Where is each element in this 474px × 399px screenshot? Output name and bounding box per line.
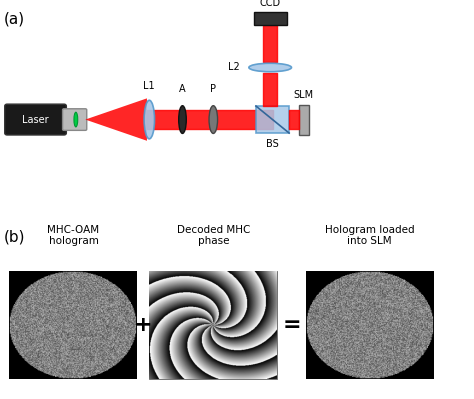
Ellipse shape — [249, 63, 292, 72]
Text: (a): (a) — [4, 12, 25, 27]
Text: BS: BS — [266, 139, 279, 149]
Text: MHC-OAM
hologram: MHC-OAM hologram — [47, 225, 100, 246]
Text: L1: L1 — [144, 81, 155, 91]
Bar — [299, 105, 309, 135]
Bar — [9, 271, 137, 379]
Text: A: A — [179, 85, 186, 95]
Text: +: + — [134, 315, 153, 335]
Bar — [306, 271, 434, 379]
Text: SLM: SLM — [294, 90, 314, 100]
Text: CCD: CCD — [260, 0, 281, 8]
Text: L2: L2 — [228, 63, 239, 73]
Bar — [254, 12, 287, 25]
FancyBboxPatch shape — [5, 104, 66, 135]
Text: =: = — [282, 315, 301, 335]
Bar — [149, 271, 277, 379]
Ellipse shape — [179, 106, 186, 133]
Text: (b): (b) — [4, 229, 25, 245]
Text: Laser: Laser — [22, 115, 49, 124]
Ellipse shape — [209, 106, 218, 133]
FancyBboxPatch shape — [63, 109, 87, 130]
Polygon shape — [85, 99, 147, 141]
Text: Decoded MHC
phase: Decoded MHC phase — [177, 225, 250, 246]
Ellipse shape — [74, 112, 78, 127]
Text: P: P — [210, 85, 216, 95]
Ellipse shape — [144, 100, 155, 139]
Text: Hologram loaded
into SLM: Hologram loaded into SLM — [325, 225, 415, 246]
Bar — [256, 106, 289, 133]
